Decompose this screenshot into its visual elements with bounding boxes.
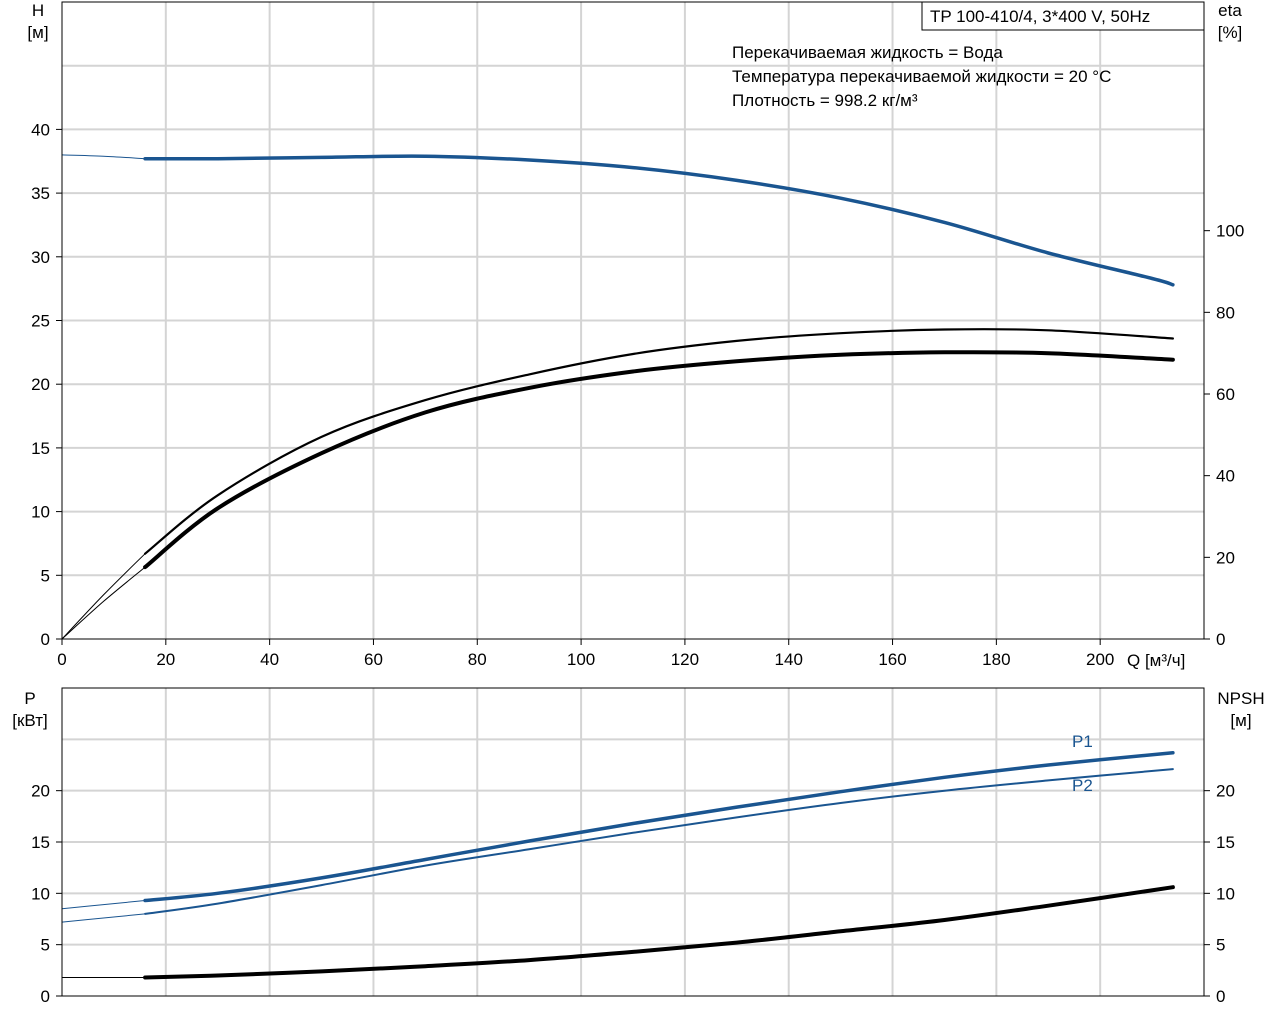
- annotation-fluid: Перекачиваемая жидкость = Вода: [732, 43, 1003, 62]
- y-left-tick-label: 5: [41, 936, 50, 955]
- x-tick-label: 0: [57, 650, 66, 669]
- bottom-series: [61, 750, 1175, 980]
- y-left-tick-label: 20: [31, 782, 50, 801]
- chart-title: TP 100-410/4, 3*400 V, 50Hz: [930, 7, 1150, 26]
- y-right-tick-label: 5: [1216, 936, 1225, 955]
- annotation-temperature: Температура перекачиваемой жидкости = 20…: [732, 67, 1111, 86]
- y-right-tick-label: 15: [1216, 833, 1235, 852]
- x-tick-label: 20: [156, 650, 175, 669]
- y-left-tick-label: 15: [31, 833, 50, 852]
- y-right-tick-label: 20: [1216, 782, 1235, 801]
- x-tick-label: 200: [1086, 650, 1114, 669]
- series-npsh-line: [143, 885, 1175, 980]
- npsh-axis-label: NPSH: [1217, 689, 1264, 708]
- bottom-grid: [62, 688, 1204, 996]
- series-eta-ext2-line: [61, 553, 146, 640]
- y-right-tick-label: 0: [1216, 987, 1225, 1006]
- series-eta2-line: [144, 328, 1174, 555]
- x-tick-label: 140: [775, 650, 803, 669]
- x-tick-label: 160: [878, 650, 906, 669]
- series-p2-line: [144, 768, 1174, 915]
- p2-series-label: P2: [1072, 776, 1093, 795]
- top-xticks: 0 20 40 60 80 100 120 140 160 180 200: [57, 639, 1114, 669]
- series-p1-ext-line: [61, 900, 146, 910]
- y-left-tick-label: 10: [31, 503, 50, 522]
- h-axis-label: H: [32, 1, 44, 20]
- y-right-tick-label: 40: [1216, 467, 1235, 486]
- y-right-tick-label: 100: [1216, 222, 1244, 241]
- p-axis-label: P: [24, 689, 35, 708]
- x-tick-label: 60: [364, 650, 383, 669]
- y-right-tick-label: 60: [1216, 385, 1235, 404]
- h-axis-unit: [м]: [27, 23, 48, 42]
- top-series: [61, 154, 1175, 640]
- q-axis-label: Q [м³/ч]: [1127, 651, 1185, 670]
- x-tick-label: 80: [468, 650, 487, 669]
- top-yticks-right: 0 20 40 60 80 100: [1204, 222, 1244, 649]
- y-left-tick-label: 5: [41, 566, 50, 585]
- x-tick-label: 40: [260, 650, 279, 669]
- x-tick-label: 100: [567, 650, 595, 669]
- x-tick-label: 180: [982, 650, 1010, 669]
- annotation-density: Плотность = 998.2 кг/м³: [732, 91, 918, 110]
- y-right-tick-label: 10: [1216, 884, 1235, 903]
- bottom-yticks-right: 0 5 10 15 20: [1204, 782, 1235, 1006]
- title-box: [921, 1, 1205, 31]
- y-left-tick-label: 30: [31, 248, 50, 267]
- series-eta1-line: [143, 350, 1175, 570]
- y-left-tick-label: 15: [31, 439, 50, 458]
- series-p2-ext-line: [61, 913, 146, 923]
- y-right-tick-label: 20: [1216, 548, 1235, 567]
- series-eta-ext1-line: [61, 566, 146, 640]
- y-right-tick-label: 0: [1216, 630, 1225, 649]
- series-p1-line: [143, 750, 1175, 903]
- npsh-axis-unit: [м]: [1230, 711, 1251, 730]
- y-left-tick-label: 35: [31, 184, 50, 203]
- y-left-tick-label: 10: [31, 884, 50, 903]
- y-left-tick-label: 20: [31, 375, 50, 394]
- y-left-tick-label: 0: [41, 987, 50, 1006]
- y-left-tick-label: 0: [41, 630, 50, 649]
- bottom-yticks-left: 0 5 10 15 20: [31, 782, 62, 1006]
- eta-axis-unit: [%]: [1218, 23, 1243, 42]
- eta-axis-label: eta: [1218, 1, 1242, 20]
- top-yticks-left: 0 5 10 15 20 25 30 35 40: [31, 120, 62, 649]
- x-tick-label: 120: [671, 650, 699, 669]
- series-h-line: [143, 154, 1175, 287]
- top-grid: [62, 2, 1204, 639]
- y-left-tick-label: 25: [31, 312, 50, 331]
- y-left-tick-label: 40: [31, 120, 50, 139]
- y-right-tick-label: 80: [1216, 303, 1235, 322]
- p-axis-unit: [кВт]: [12, 711, 47, 730]
- p1-series-label: P1: [1072, 732, 1093, 751]
- series-h-ext-line: [61, 154, 146, 160]
